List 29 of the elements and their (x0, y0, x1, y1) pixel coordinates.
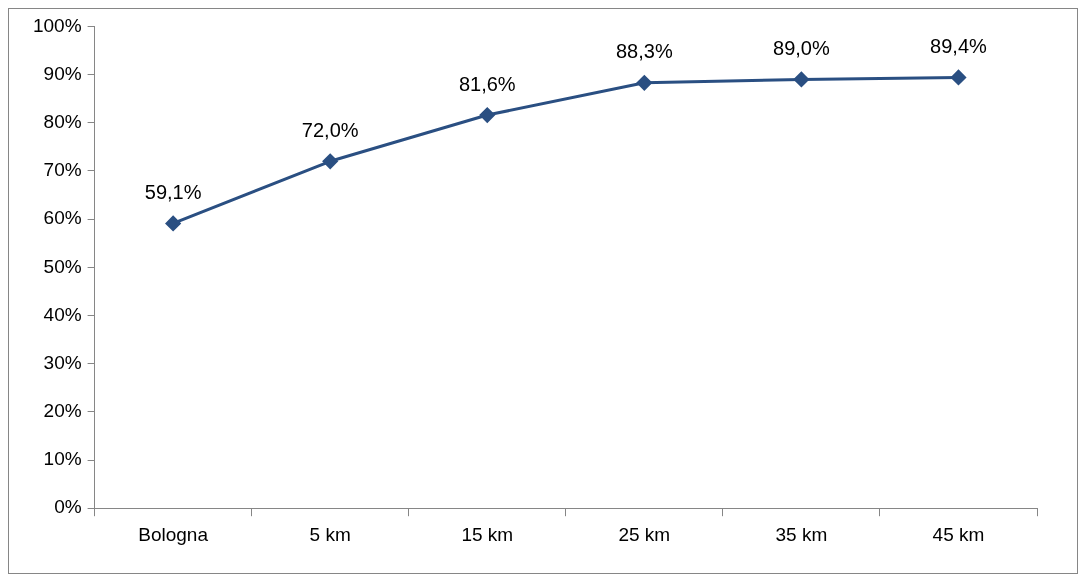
point (165, 215, 181, 231)
data-label: 88,3% (615, 40, 673, 63)
data-label: 89,0% (773, 36, 830, 59)
point (479, 107, 495, 123)
x-tick-label: 25 km (618, 523, 671, 545)
point (950, 69, 966, 85)
y-tick-label: 30% (43, 351, 82, 373)
y-tick-label: 50% (43, 255, 82, 277)
point (322, 153, 338, 169)
x-tick-label: 15 km (461, 523, 514, 545)
y-tick-label: 80% (43, 110, 82, 132)
y-tick-label: 40% (43, 303, 82, 325)
data-label: 72,0% (301, 118, 359, 141)
y-tick-label: 60% (43, 207, 82, 229)
data-label: 81,6% (458, 72, 516, 95)
x-tick-label: 5 km (309, 523, 351, 545)
y-tick-label: 20% (43, 400, 82, 422)
y-tick-label: 70% (43, 159, 82, 181)
y-tick-label: 0% (54, 496, 82, 518)
y-tick-label: 100% (32, 14, 82, 36)
x-tick-label: 45 km (932, 523, 985, 545)
data-label: 89,4% (930, 34, 988, 57)
x-tick-label: Bologna (138, 523, 209, 545)
y-tick-label: 90% (43, 62, 82, 84)
point (793, 71, 809, 87)
y-tick-label: 10% (43, 448, 82, 470)
data-label: 59,1% (144, 180, 202, 203)
point (636, 75, 652, 91)
x-tick-label: 35 km (775, 523, 828, 545)
